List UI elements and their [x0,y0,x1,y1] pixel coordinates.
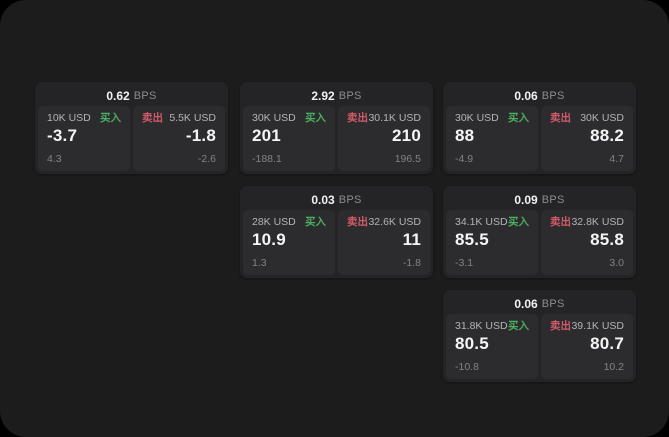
bps-value: 2.92 [311,88,335,103]
bps-value: 0.06 [514,296,538,311]
bps-unit-label: BPS [541,89,565,102]
sell-button[interactable]: 卖出 [550,320,571,332]
buy-tile[interactable]: 28K USD 买入 10.9 1.3 [243,210,335,275]
buy-price: 80.5 [455,333,489,353]
sell-tile[interactable]: 卖出 32.6K USD 11 -1.8 [338,210,430,275]
buy-tile[interactable]: 30K USD 买入 201 -188.1 [243,106,335,171]
bps-unit-label: BPS [133,89,157,102]
sell-amount: 30.1K USD [368,112,421,124]
buy-delta: -4.9 [455,153,474,165]
bps-unit-label: BPS [338,89,362,102]
sell-tile[interactable]: 卖出 32.8K USD 85.8 3.0 [541,210,633,275]
buy-price: -3.7 [47,125,78,145]
sell-amount: 30K USD [580,112,624,124]
buy-price: 88 [455,125,475,145]
buy-delta: 1.3 [252,257,267,269]
buy-button[interactable]: 买入 [508,216,529,228]
sell-tile[interactable]: 卖出 39.1K USD 80.7 10.2 [541,314,633,379]
card-header: 0.09 BPS [446,189,633,210]
bps-unit-label: BPS [541,193,565,206]
buy-amount: 10K USD [47,112,91,124]
bps-value: 0.06 [514,88,538,103]
sell-button[interactable]: 卖出 [347,216,368,228]
buy-price: 201 [252,125,281,145]
sell-button[interactable]: 卖出 [550,112,571,124]
buy-tile[interactable]: 31.8K USD 买入 80.5 -10.8 [446,314,538,379]
quote-card[interactable]: 0.62 BPS 10K USD 买入 -3.7 4.3 卖出 5.5K USD… [35,82,228,174]
quote-card[interactable]: 0.06 BPS 30K USD 买入 88 -4.9 卖出 30K USD 8… [443,82,636,174]
sell-price: 210 [392,125,421,145]
buy-tile[interactable]: 34.1K USD 买入 85.5 -3.1 [446,210,538,275]
sell-amount: 32.8K USD [571,216,624,228]
sell-price: 85.8 [590,229,624,249]
buy-amount: 30K USD [455,112,499,124]
buy-amount: 30K USD [252,112,296,124]
sell-tile[interactable]: 卖出 5.5K USD -1.8 -2.6 [133,106,225,171]
quote-card[interactable]: 0.03 BPS 28K USD 买入 10.9 1.3 卖出 32.6K US… [240,186,433,278]
quote-card[interactable]: 2.92 BPS 30K USD 买入 201 -188.1 卖出 30.1K … [240,82,433,174]
buy-delta: -10.8 [455,361,479,373]
sell-delta: 10.2 [603,361,624,373]
sell-button[interactable]: 卖出 [550,216,571,228]
bps-value: 0.09 [514,192,538,207]
sell-delta: 3.0 [609,257,624,269]
buy-delta: 4.3 [47,153,62,165]
bps-value: 0.03 [311,192,335,207]
buy-tile[interactable]: 10K USD 买入 -3.7 4.3 [38,106,130,171]
sell-delta: 196.5 [394,153,421,165]
bps-unit-label: BPS [541,297,565,310]
sell-amount: 32.6K USD [368,216,421,228]
bps-value: 0.62 [106,88,130,103]
sell-delta: -2.6 [197,153,216,165]
sell-delta: -1.8 [402,257,421,269]
card-header: 0.03 BPS [243,189,430,210]
sell-price: 88.2 [590,125,624,145]
sell-price: 80.7 [590,333,624,353]
buy-price: 10.9 [252,229,286,249]
sell-delta: 4.7 [609,153,624,165]
buy-delta: -3.1 [455,257,474,269]
buy-button[interactable]: 买入 [100,112,121,124]
buy-button[interactable]: 买入 [305,216,326,228]
sell-button[interactable]: 卖出 [347,112,368,124]
buy-button[interactable]: 买入 [508,112,529,124]
card-header: 2.92 BPS [243,85,430,106]
sell-price: -1.8 [185,125,216,145]
buy-amount: 34.1K USD [455,216,508,228]
card-header: 0.62 BPS [38,85,225,106]
sell-amount: 5.5K USD [169,112,216,124]
sell-tile[interactable]: 卖出 30.1K USD 210 196.5 [338,106,430,171]
buy-tile[interactable]: 30K USD 买入 88 -4.9 [446,106,538,171]
buy-button[interactable]: 买入 [508,320,529,332]
buy-button[interactable]: 买入 [305,112,326,124]
quote-card[interactable]: 0.09 BPS 34.1K USD 买入 85.5 -3.1 卖出 32.8K… [443,186,636,278]
sell-button[interactable]: 卖出 [142,112,163,124]
bps-unit-label: BPS [338,193,362,206]
sell-amount: 39.1K USD [571,320,624,332]
card-header: 0.06 BPS [446,293,633,314]
buy-delta: -188.1 [252,153,282,165]
quote-card[interactable]: 0.06 BPS 31.8K USD 买入 80.5 -10.8 卖出 39.1… [443,290,636,382]
buy-amount: 28K USD [252,216,296,228]
buy-price: 85.5 [455,229,489,249]
card-header: 0.06 BPS [446,85,633,106]
sell-tile[interactable]: 卖出 30K USD 88.2 4.7 [541,106,633,171]
buy-amount: 31.8K USD [455,320,508,332]
sell-price: 11 [402,229,421,249]
